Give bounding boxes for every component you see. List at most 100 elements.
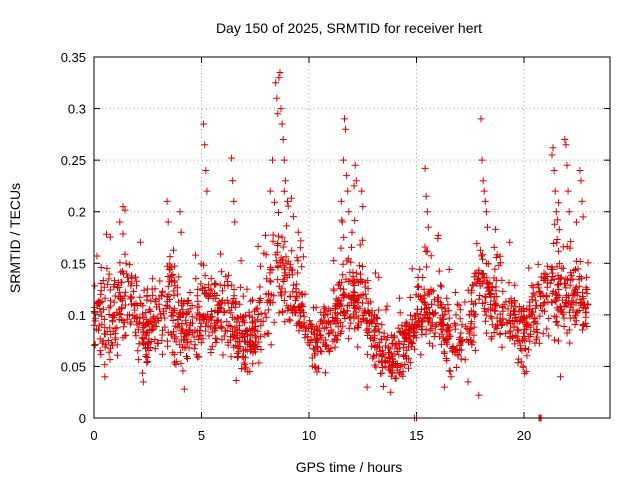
data-point: [574, 265, 582, 273]
data-point: [246, 368, 254, 375]
data-point: [279, 308, 287, 316]
data-point: [416, 265, 424, 273]
data-point: [524, 332, 532, 340]
data-point: [123, 270, 131, 278]
data-point: [292, 285, 300, 293]
x-tick-label: 15: [409, 428, 423, 443]
data-point: [261, 309, 269, 317]
data-point: [441, 310, 449, 318]
data-point: [545, 332, 553, 340]
data-point: [375, 273, 383, 281]
data-point: [456, 339, 464, 347]
data-point: [98, 312, 106, 320]
data-point: [158, 291, 166, 299]
data-point: [284, 306, 292, 314]
data-point: [361, 307, 369, 315]
data-point: [243, 285, 251, 293]
data-point: [562, 284, 570, 292]
data-point: [293, 280, 301, 288]
data-point: [334, 281, 342, 289]
y-tick-label: 0: [79, 411, 86, 426]
data-point: [339, 156, 347, 164]
data-point: [101, 294, 109, 302]
data-point: [552, 318, 560, 326]
data-point: [282, 253, 290, 261]
data-point: [582, 304, 590, 312]
data-point: [540, 277, 548, 284]
data-point: [113, 324, 121, 332]
data-point: [380, 329, 388, 337]
data-point: [143, 353, 151, 361]
data-point: [296, 320, 303, 328]
data-point: [278, 256, 286, 264]
data-point: [384, 333, 392, 341]
data-point: [285, 316, 293, 324]
data-point: [445, 367, 453, 375]
data-point: [298, 263, 306, 271]
data-point: [368, 342, 375, 350]
data-point: [345, 335, 353, 343]
data-point: [97, 351, 105, 359]
data-point: [170, 351, 178, 359]
data-point: [105, 304, 113, 312]
data-point: [435, 267, 443, 275]
data-point: [325, 330, 333, 338]
data-point: [437, 318, 445, 326]
data-point: [257, 333, 265, 341]
data-point: [136, 238, 144, 246]
data-point: [578, 326, 586, 334]
data-point: [463, 336, 471, 343]
data-point: [294, 269, 302, 277]
data-point: [339, 290, 347, 298]
data-point: [131, 306, 139, 314]
data-point: [354, 323, 362, 331]
data-point: [183, 321, 191, 329]
data-point: [437, 281, 444, 289]
data-point: [557, 373, 564, 381]
data-point: [423, 263, 431, 271]
data-point: [528, 293, 536, 301]
data-point: [97, 308, 105, 316]
data-point: [424, 314, 432, 322]
data-point: [392, 374, 400, 382]
data-point: [379, 383, 387, 390]
data-point: [340, 233, 348, 241]
data-point: [257, 318, 265, 325]
data-point: [437, 340, 445, 348]
data-point: [456, 315, 464, 323]
data-point: [143, 296, 151, 304]
data-point: [133, 313, 141, 321]
data-point: [145, 347, 153, 354]
data-point: [107, 302, 114, 310]
data-point: [337, 197, 345, 205]
data-point: [293, 254, 301, 262]
data-point: [104, 337, 112, 344]
data-point: [531, 304, 539, 312]
data-point: [325, 305, 333, 313]
data-point: [195, 332, 203, 340]
data-point: [555, 199, 563, 207]
data-point: [207, 349, 215, 356]
data-point: [491, 306, 499, 314]
data-point: [116, 218, 124, 226]
data-point: [555, 226, 563, 234]
data-point: [205, 286, 213, 294]
data-point: [391, 332, 398, 340]
data-point: [201, 141, 209, 149]
data-point: [247, 297, 255, 305]
data-point: [228, 304, 235, 312]
data-point: [172, 360, 180, 368]
data-point: [347, 294, 355, 302]
data-point: [144, 285, 152, 293]
data-point: [475, 295, 483, 303]
data-point: [493, 314, 501, 322]
data-point: [499, 315, 507, 323]
data-point: [280, 297, 288, 304]
data-point: [166, 253, 174, 261]
data-point: [217, 250, 225, 258]
data-point: [279, 261, 287, 269]
data-point: [262, 231, 269, 239]
data-point: [398, 321, 406, 329]
data-point: [281, 318, 289, 326]
data-point: [219, 351, 227, 359]
